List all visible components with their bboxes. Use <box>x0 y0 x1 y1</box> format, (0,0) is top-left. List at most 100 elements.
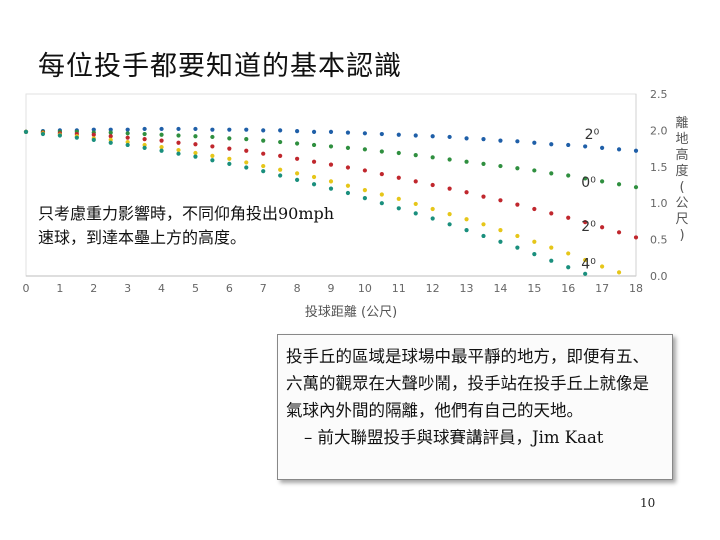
data-point <box>413 201 418 207</box>
quote-box: 投手丘的區域是球場中最平靜的地方，即便有五、六萬的觀眾在大聲吵鬧，投手站在投手丘… <box>277 334 673 480</box>
data-point <box>91 127 96 132</box>
data-point <box>311 159 317 164</box>
data-point <box>379 171 384 177</box>
data-point <box>515 233 520 239</box>
data-point <box>91 132 96 137</box>
data-point <box>159 138 164 143</box>
data-point <box>176 151 181 156</box>
data-point <box>311 142 317 148</box>
y-axis-label-char: ) <box>679 228 684 243</box>
data-point <box>244 165 249 170</box>
data-point <box>430 155 435 160</box>
x-tick-label: 1 <box>56 282 63 295</box>
data-point <box>481 161 486 166</box>
data-point <box>227 156 232 161</box>
data-point <box>430 216 435 221</box>
data-point <box>261 151 266 156</box>
data-point <box>176 133 181 138</box>
x-tick-label: 5 <box>192 282 199 295</box>
data-point <box>633 148 639 153</box>
y-tick-label: 2.0 <box>650 124 668 137</box>
data-point <box>311 174 317 180</box>
data-point <box>498 239 503 244</box>
data-point <box>125 131 130 136</box>
x-tick-label: 0 <box>23 282 30 295</box>
data-point <box>227 161 232 166</box>
data-point <box>430 206 435 212</box>
data-point <box>464 190 469 195</box>
x-tick-label: 13 <box>460 282 474 295</box>
data-point <box>328 186 334 191</box>
data-point <box>362 168 367 173</box>
x-tick-label: 15 <box>527 282 541 295</box>
x-axis-label: 投球距離 (公尺) <box>305 304 397 320</box>
data-point <box>176 140 181 145</box>
x-tick-label: 12 <box>426 282 440 295</box>
data-point <box>108 134 113 139</box>
chart-svg: 0 1 2 3 4 5 6 7 8 9 10 11 12 13 14 15 16 17 180.00.51.01.5… <box>23 88 689 320</box>
data-point <box>295 156 300 161</box>
data-point <box>295 141 300 146</box>
data-point <box>142 145 147 150</box>
data-point <box>210 127 215 132</box>
angle-annotation: 0⁰ <box>581 175 596 191</box>
data-point <box>108 127 113 132</box>
data-point <box>566 265 571 270</box>
x-tick-label: 10 <box>358 282 372 295</box>
data-point <box>464 217 469 222</box>
data-point <box>261 169 266 174</box>
data-point <box>244 137 249 142</box>
data-point <box>633 235 639 240</box>
data-point <box>583 220 588 225</box>
data-point <box>57 133 62 138</box>
data-point <box>447 186 452 191</box>
data-point <box>244 148 249 153</box>
data-point <box>413 133 418 138</box>
data-point <box>227 136 232 141</box>
data-point <box>532 252 537 257</box>
data-point <box>566 215 571 220</box>
y-axis-label-char: 公 <box>675 196 688 211</box>
data-point <box>278 153 283 158</box>
x-tick-label: 2 <box>90 282 97 295</box>
data-point <box>176 126 181 132</box>
data-point <box>396 175 401 180</box>
x-tick-label: 9 <box>328 282 335 295</box>
data-point <box>125 139 130 145</box>
data-point <box>210 134 215 140</box>
x-tick-label: 16 <box>561 282 575 295</box>
data-point <box>396 132 401 137</box>
data-point <box>159 148 164 153</box>
data-point <box>532 239 537 244</box>
data-point <box>193 154 198 159</box>
data-point <box>362 147 367 152</box>
data-point <box>481 194 486 199</box>
data-point <box>498 163 503 169</box>
data-point <box>362 187 367 193</box>
x-tick-label: 17 <box>595 282 609 295</box>
slide-title: 每位投手都要知道的基本認識 <box>38 51 402 82</box>
data-point <box>142 126 147 132</box>
data-point <box>430 182 435 188</box>
data-point <box>616 230 622 235</box>
data-point <box>583 257 588 263</box>
y-tick-label: 1.0 <box>650 197 668 210</box>
data-point <box>549 211 554 216</box>
data-point <box>108 140 113 145</box>
data-point <box>616 147 622 152</box>
data-point <box>278 167 283 172</box>
data-point <box>396 196 401 201</box>
data-point <box>600 225 605 230</box>
data-point <box>40 131 46 137</box>
data-point <box>633 185 639 190</box>
data-point <box>447 157 452 162</box>
data-point <box>176 147 181 153</box>
data-point <box>23 129 29 134</box>
data-point <box>278 173 283 178</box>
data-point <box>345 145 351 150</box>
data-point <box>515 139 520 144</box>
data-point <box>379 192 384 197</box>
data-point <box>227 146 232 151</box>
data-point <box>498 198 503 203</box>
x-tick-label: 7 <box>260 282 267 295</box>
